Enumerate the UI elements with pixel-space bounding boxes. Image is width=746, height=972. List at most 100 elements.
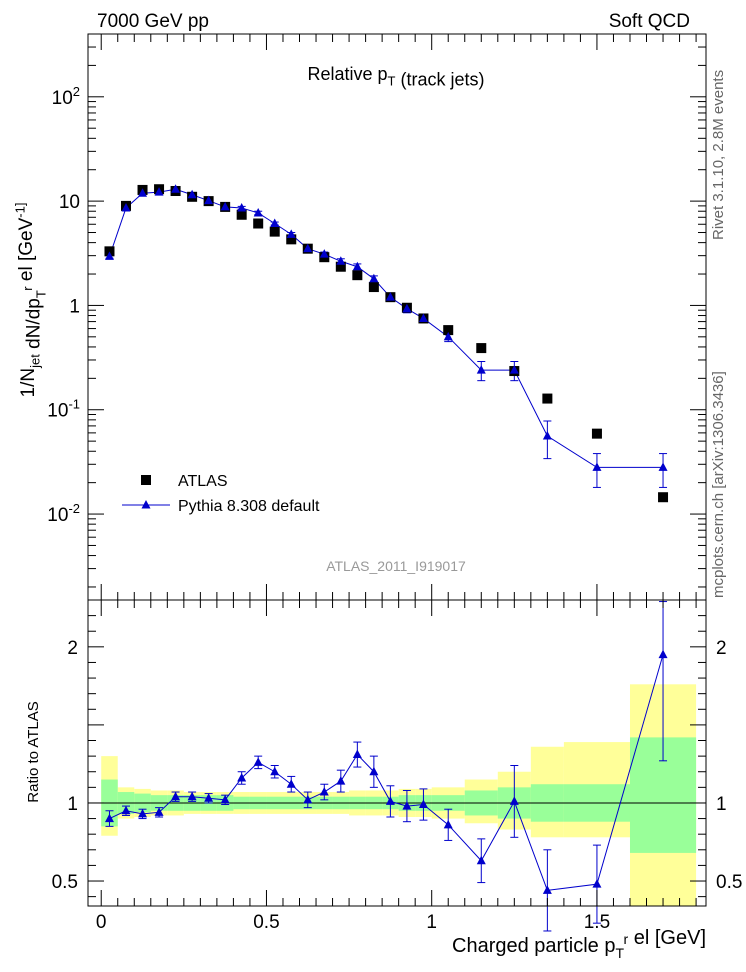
mc-data-point [286,229,296,238]
y-tick-label: 1 [69,296,80,317]
mc-data-point [352,261,362,271]
ratio-data-point [402,801,412,810]
ratio-data-point [171,791,181,801]
ratio-y-tick-label: 1 [67,794,78,815]
ratio-data-point [237,772,247,782]
atlas-data-point [352,270,363,281]
atlas-data-point [236,209,247,220]
atlas-data-point [591,428,602,439]
ratio-plot-frame [87,599,707,907]
legend-mc-label: Pythia 8.308 default [178,498,320,515]
mc-data-point [171,184,181,193]
ratio-data-point [385,796,395,805]
mc-data-point [336,256,346,265]
mc-data-point [402,303,412,313]
x-tick-label: 0.5 [253,912,279,933]
source-label: mcplots.cern.ch [arXiv:1306.3436] [710,371,727,598]
atlas-data-point [443,325,454,336]
atlas-data-point [335,261,346,272]
atlas-data-point [286,234,297,245]
ratio-data-point [303,794,313,804]
ratio-data-point [369,766,379,776]
ratio-data-point [319,787,329,796]
mc-data-point [121,202,131,212]
mc-data-point [220,201,230,211]
ratio-data-point [138,808,148,818]
ratio-y-tick-label-right: 0.5 [716,872,742,893]
ratio-y-tick-label: 0.5 [52,872,78,893]
ratio-data-point [476,855,486,865]
atlas-data-point [269,226,280,237]
y-tick-label: 10 [59,192,80,213]
ratio-plot-panel: 0.5 0.5 1 1 2 2 0 0.5 1 1.5 Ratio to ATLAS Charge… [25,599,742,961]
mc-data-point [418,313,428,322]
ratio-data-point [104,813,114,823]
mc-data-point [104,251,114,260]
ratio-data-point [286,779,296,788]
y-axis-label: 1/Njet dN/dpTr el [GeV-1] [13,203,49,398]
mc-data-point [542,431,552,440]
atlas-data-point [542,393,553,404]
ratio-data-point [542,885,552,894]
mc-data-point [187,189,197,199]
mc-data-point [658,462,668,471]
atlas-data-point [476,343,487,354]
ratio-data-point [592,879,602,888]
mc-data-point [154,187,164,196]
mc-data-point [443,331,453,341]
plot-title: Relative pT (track jets) [307,64,484,89]
legend-atlas-marker [141,475,151,485]
x-axis-label: Charged particle pTr el [GeV] [452,927,706,961]
mc-data-point [509,365,519,374]
ratio-data-point [204,793,214,802]
mc-data-point [237,202,247,212]
ratio-data-point [121,805,131,815]
atlas-data-point [104,246,115,257]
mc-data-point [303,243,313,253]
mc-data-point [253,207,263,217]
atlas-data-point [368,282,379,293]
ratio-data-point [187,791,197,801]
ratio-data-point [658,649,668,659]
header-right-label: Soft QCD [609,11,690,32]
ratio-series-line [109,654,664,891]
ratio-y-tick-label-right: 2 [716,638,727,659]
legend: ATLAS Pythia 8.308 default [122,473,320,515]
atlas-data-point [253,218,264,229]
ratio-data-point [220,794,230,804]
mc-data-point [369,273,379,283]
ratio-data-point [154,807,164,816]
y-tick-label: 102 [52,84,80,109]
ratio-data-point [443,819,453,829]
main-plot-frame [87,33,707,601]
ratio-data-point [352,749,362,759]
y-tick-label: 10-1 [47,397,80,422]
header-left-label: 7000 GeV pp [97,11,209,32]
rivet-version-label: Rivet 3.1.10, 2.8M events [710,70,727,240]
ratio-y-tick-label-right: 1 [716,794,727,815]
legend-mc-marker [141,500,151,509]
mc-data-point [385,292,395,301]
x-tick-label: 1.5 [584,912,610,933]
mc-data-point [476,365,486,374]
mc-data-point [319,249,329,258]
atlas-data-point [658,492,669,503]
mc-data-point [592,462,602,471]
ratio-y-axis-label: Ratio to ATLAS [25,701,42,802]
ratio-data-point [270,766,280,776]
ratio-data-point [509,796,519,805]
x-tick-label: 1 [426,912,437,933]
y-tick-label: 10-2 [47,501,80,526]
ratio-data-point [336,776,346,785]
x-tick-label: 0 [96,912,107,933]
mc-data-point [138,188,148,197]
mc-data-point [270,218,280,228]
watermark: ATLAS_2011_I919017 [326,558,466,574]
ratio-data-point [253,757,263,766]
ratio-y-tick-label: 2 [67,638,78,659]
ratio-data-point [418,799,428,809]
mc-data-point [204,195,214,205]
legend-atlas-label: ATLAS [178,473,228,490]
